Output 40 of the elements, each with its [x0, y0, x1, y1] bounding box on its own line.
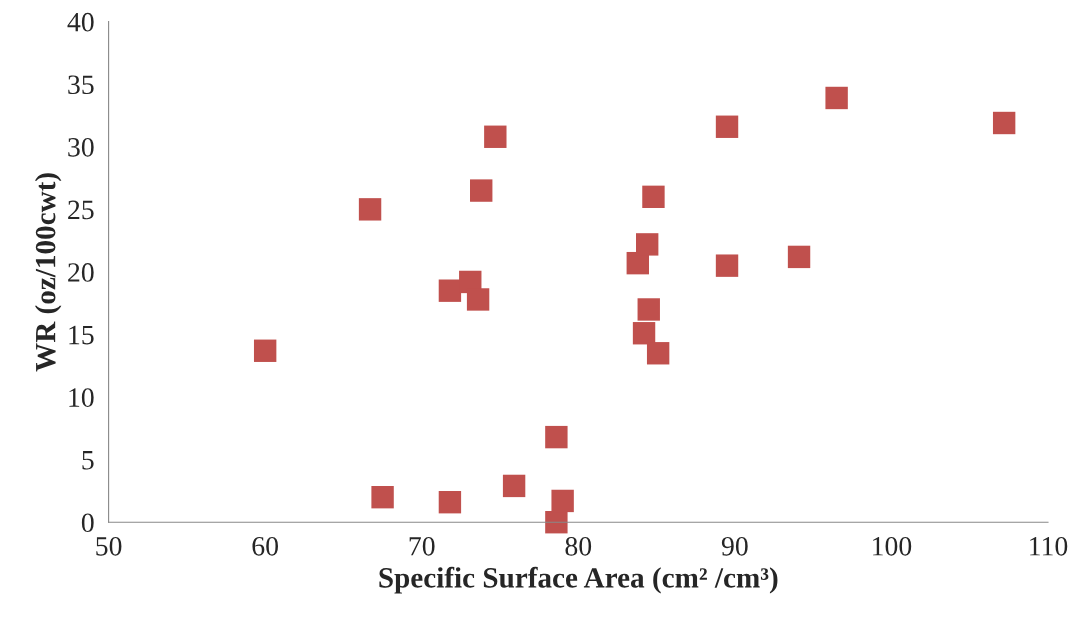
x-axis-title: Specific Surface Area (cm² /cm³)	[379, 566, 778, 594]
point	[715, 254, 739, 277]
point	[787, 245, 811, 269]
point	[646, 342, 670, 365]
point	[466, 288, 490, 311]
y-tick-label: 30	[68, 137, 94, 157]
x-tick-label: 90	[721, 536, 748, 556]
point	[371, 485, 394, 509]
point	[642, 185, 665, 209]
point	[545, 425, 568, 449]
point	[358, 198, 382, 221]
y-tick-label: 10	[69, 388, 94, 407]
x-tick-label: 110	[1030, 536, 1068, 556]
y-tick-label: 15	[69, 325, 94, 345]
point	[992, 111, 1016, 135]
y-tick-label: 35	[68, 75, 94, 95]
point	[484, 125, 507, 148]
point	[502, 474, 526, 498]
y-tick-label: 40	[67, 12, 94, 32]
point	[635, 233, 659, 256]
point	[632, 322, 656, 345]
x-tick-label: 60	[252, 536, 278, 556]
y-tick-label: 5	[82, 451, 94, 470]
point	[438, 279, 462, 302]
x-tick-label: 80	[565, 536, 592, 556]
y-tick-label: 0	[81, 513, 94, 533]
x-tick-label: 70	[409, 536, 435, 556]
y-axis-title: WR (oz/100cwt)	[34, 173, 62, 372]
point	[637, 298, 660, 321]
point	[253, 339, 277, 362]
y-tick-label: 25	[68, 200, 94, 220]
point	[545, 511, 568, 534]
point	[551, 489, 574, 513]
point	[470, 179, 493, 202]
point	[438, 490, 462, 514]
x-tick-label: 100	[873, 536, 912, 556]
point	[715, 115, 739, 138]
x-tick-label: 50	[96, 536, 122, 556]
y-tick-label: 20	[68, 263, 94, 282]
point	[825, 86, 848, 110]
